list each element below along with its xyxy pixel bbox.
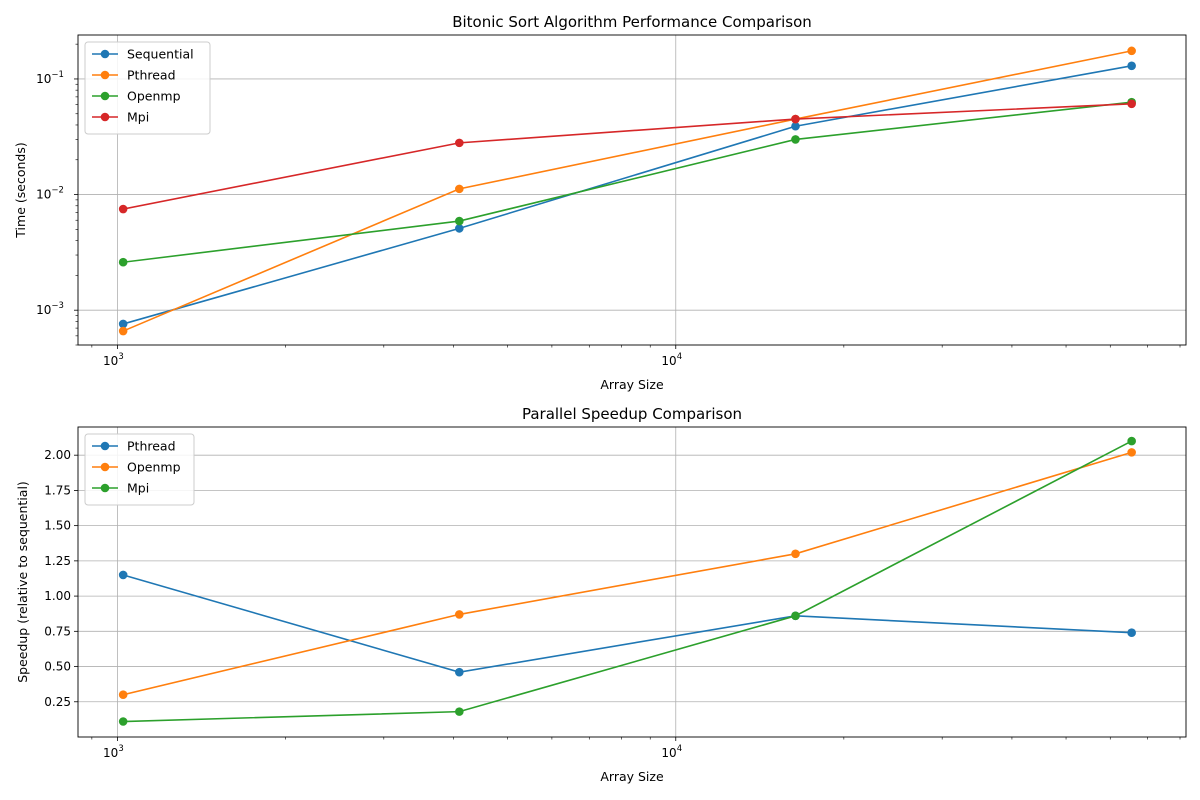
- data-point-pthread: [118, 326, 128, 336]
- series-line-openmp: [123, 101, 1132, 264]
- x-tick-label: 103: [103, 352, 124, 368]
- x-tick-base: 10: [103, 354, 118, 368]
- x-tick-label: 104: [661, 744, 682, 760]
- legend: Sequential Pthread Openmp Mpi: [84, 41, 211, 135]
- data-point-openmp: [791, 549, 800, 559]
- series-line-sequential: [122, 64, 1132, 325]
- y-tick-label: 10−1: [36, 70, 64, 86]
- data-point-sequential: [791, 121, 800, 131]
- legend-swatch-marker: [100, 49, 110, 59]
- series-line-pthread: [122, 50, 1132, 332]
- data-point-mpi: [1127, 436, 1136, 446]
- y-tick-label: 10−3: [36, 301, 64, 317]
- y-tick-label: 0.75: [44, 624, 71, 638]
- series-line-mpi: [123, 102, 1132, 210]
- legend-label: Openmp: [127, 460, 181, 475]
- data-point-openmp: [455, 216, 464, 226]
- y-axis-label: Time (seconds): [13, 142, 28, 238]
- legend-swatch-marker: [100, 462, 110, 472]
- y-tick-exp: −3: [51, 301, 64, 311]
- plot-frame: [77, 34, 1187, 346]
- y-tick-label: 10−2: [36, 186, 64, 202]
- x-tick-base: 10: [103, 746, 118, 760]
- legend: Pthread Openmp Mpi: [84, 433, 195, 506]
- legend-box: [84, 41, 211, 135]
- y-tick-base: 10: [36, 72, 51, 86]
- legend-label: Sequential: [127, 47, 194, 62]
- data-point-mpi: [791, 114, 800, 124]
- legend-label: Openmp: [127, 89, 181, 104]
- data-point-openmp: [118, 257, 128, 267]
- data-point-mpi: [118, 204, 128, 214]
- y-tick-label: 2.00: [44, 448, 71, 462]
- y-tick-label: 0.25: [44, 695, 71, 709]
- data-point-mpi: [455, 707, 464, 716]
- y-tick-label: 1.25: [44, 554, 71, 568]
- data-point-sequential: [118, 319, 128, 329]
- y-tick-label: 1.00: [44, 589, 71, 603]
- x-tick-exp: 4: [677, 744, 682, 754]
- chart-title: Parallel Speedup Comparison: [522, 405, 742, 423]
- legend-swatch-marker: [100, 441, 110, 451]
- x-tick-base: 10: [661, 746, 676, 760]
- legend-label: Pthread: [127, 439, 176, 454]
- x-tick-label: 103: [103, 744, 124, 760]
- legend-label: Mpi: [127, 481, 149, 496]
- legend-swatch-marker: [100, 70, 110, 80]
- data-point-openmp: [791, 135, 800, 144]
- y-tick-label: 1.50: [44, 519, 71, 533]
- data-point-openmp: [118, 690, 128, 700]
- legend-swatch-marker: [100, 112, 110, 122]
- data-point-sequential: [1127, 61, 1136, 71]
- data-point-pthread: [455, 667, 464, 677]
- y-tick-base: 10: [36, 188, 51, 202]
- legend-swatch-marker: [100, 91, 110, 101]
- series-line-pthread: [122, 574, 1132, 674]
- x-tick-exp: 4: [677, 352, 682, 362]
- data-point-pthread: [1127, 46, 1136, 56]
- chart-title: Bitonic Sort Algorithm Performance Compa…: [452, 13, 812, 31]
- data-point-openmp: [1127, 448, 1136, 457]
- data-point-openmp: [455, 610, 464, 619]
- data-point-mpi: [1127, 99, 1136, 109]
- y-tick-label: 1.75: [44, 483, 71, 497]
- data-point-mpi: [455, 138, 464, 148]
- x-axis-label: Array Size: [600, 377, 664, 392]
- y-tick-base: 10: [36, 303, 51, 317]
- legend-label: Mpi: [127, 110, 149, 125]
- y-axis-label: Speedup (relative to sequential): [15, 481, 30, 683]
- data-point-mpi: [118, 717, 128, 726]
- data-point-pthread: [118, 570, 128, 580]
- x-tick-exp: 3: [118, 352, 123, 362]
- legend-swatch-marker: [100, 483, 110, 493]
- data-point-pthread: [455, 184, 464, 194]
- y-tick-label: 0.50: [44, 660, 71, 674]
- x-tick-base: 10: [661, 354, 676, 368]
- data-point-sequential: [455, 224, 464, 233]
- data-point-pthread: [1127, 628, 1136, 638]
- data-point-mpi: [791, 611, 800, 621]
- x-tick-exp: 3: [118, 744, 123, 754]
- legend-label: Pthread: [127, 68, 176, 83]
- series-line-openmp: [122, 451, 1132, 696]
- y-tick-exp: −2: [51, 186, 64, 196]
- x-tick-label: 104: [661, 352, 682, 368]
- chart-2: 103 1040.250.500.751.001.251.501.752.00Pa…: [15, 405, 1187, 784]
- x-axis-label: Array Size: [600, 769, 664, 784]
- series-line-mpi: [123, 440, 1133, 723]
- plot-frame: [77, 426, 1187, 738]
- y-tick-exp: −1: [51, 70, 64, 80]
